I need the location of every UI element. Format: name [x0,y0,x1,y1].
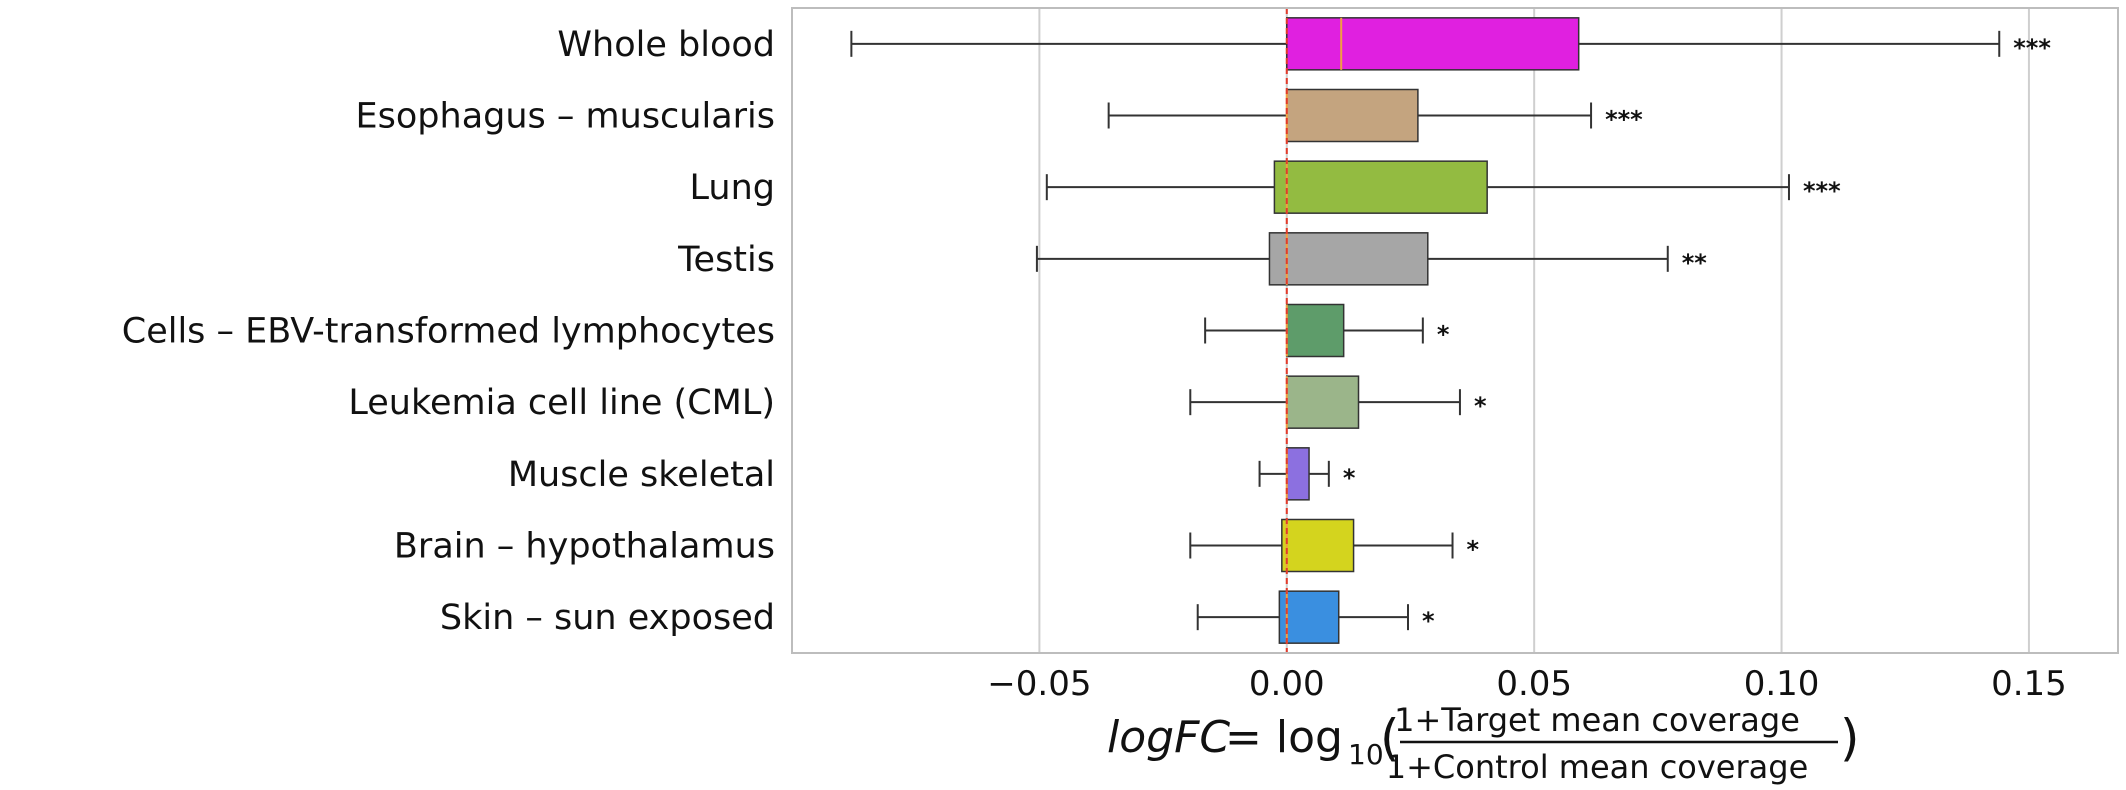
box-rect-4 [1286,303,1345,358]
xlabel-numerator: 1+Target mean coverage [1394,701,1800,739]
x-tick-labels: −0.05 0.00 0.05 0.10 0.15 [987,664,2067,704]
xlabel-subscript: 10 [1348,738,1384,771]
box-6: * [1258,447,1356,501]
grid-lines [1038,8,2030,653]
box-3: ** [1035,232,1708,286]
significance-4: * [1437,321,1450,349]
box-rect-2 [1273,160,1488,214]
box-0: *** [850,17,2051,71]
box-rect-7 [1281,518,1355,573]
x-tick-label-1: 0.00 [1249,664,1325,704]
xlabel-lhs: logFC [1107,712,1230,763]
box-rect-0 [1286,17,1580,71]
box-1: *** [1107,88,1643,143]
x-tick-label-4: 0.15 [1991,664,2067,704]
significance-1: *** [1605,106,1643,134]
xlabel-open-paren: ( [1380,709,1400,767]
category-label-2: Lung [690,168,775,208]
box-2: *** [1045,160,1841,214]
category-label-5: Leukemia cell line (CML) [348,383,775,423]
box-5: * [1189,375,1487,429]
category-label-4: Cells – EBV-transformed lymphocytes [122,312,775,352]
box-rect-1 [1286,88,1419,143]
box-rect-6 [1286,447,1310,501]
xlabel-eq: = log [1225,712,1343,763]
box-7: * [1189,518,1480,573]
box-4: * [1204,303,1450,358]
x-tick-label-0: −0.05 [987,664,1091,704]
box-rect-5 [1286,375,1360,429]
box-rect-8 [1278,590,1340,644]
category-label-8: Skin – sun exposed [440,598,775,638]
significance-2: *** [1803,177,1841,205]
box-plots: **************** [850,8,2051,653]
category-label-7: Brain – hypothalamus [394,527,775,567]
category-labels: Whole blood Esophagus – muscularis Lung Tes… [122,25,775,638]
category-label-6: Muscle skeletal [508,455,775,495]
significance-6: * [1343,464,1356,492]
x-tick-label-3: 0.10 [1744,664,1820,704]
significance-3: ** [1682,249,1708,277]
significance-8: * [1422,607,1435,635]
significance-7: * [1467,536,1480,564]
x-axis-label: logFC = log 10 ( 1+Target mean coverage … [1107,701,1860,786]
xlabel-close-paren: ) [1840,709,1860,767]
category-label-3: Testis [677,240,775,280]
significance-0: *** [2013,34,2051,62]
category-label-1: Esophagus – muscularis [356,97,775,137]
plot-frame [791,7,2119,654]
significance-5: * [1474,392,1487,420]
box-8: * [1196,590,1435,644]
box-rect-3 [1268,232,1429,286]
xlabel-denominator: 1+Control mean coverage [1386,748,1809,786]
x-tick-label-2: 0.05 [1496,664,1572,704]
category-label-0: Whole blood [557,25,775,65]
